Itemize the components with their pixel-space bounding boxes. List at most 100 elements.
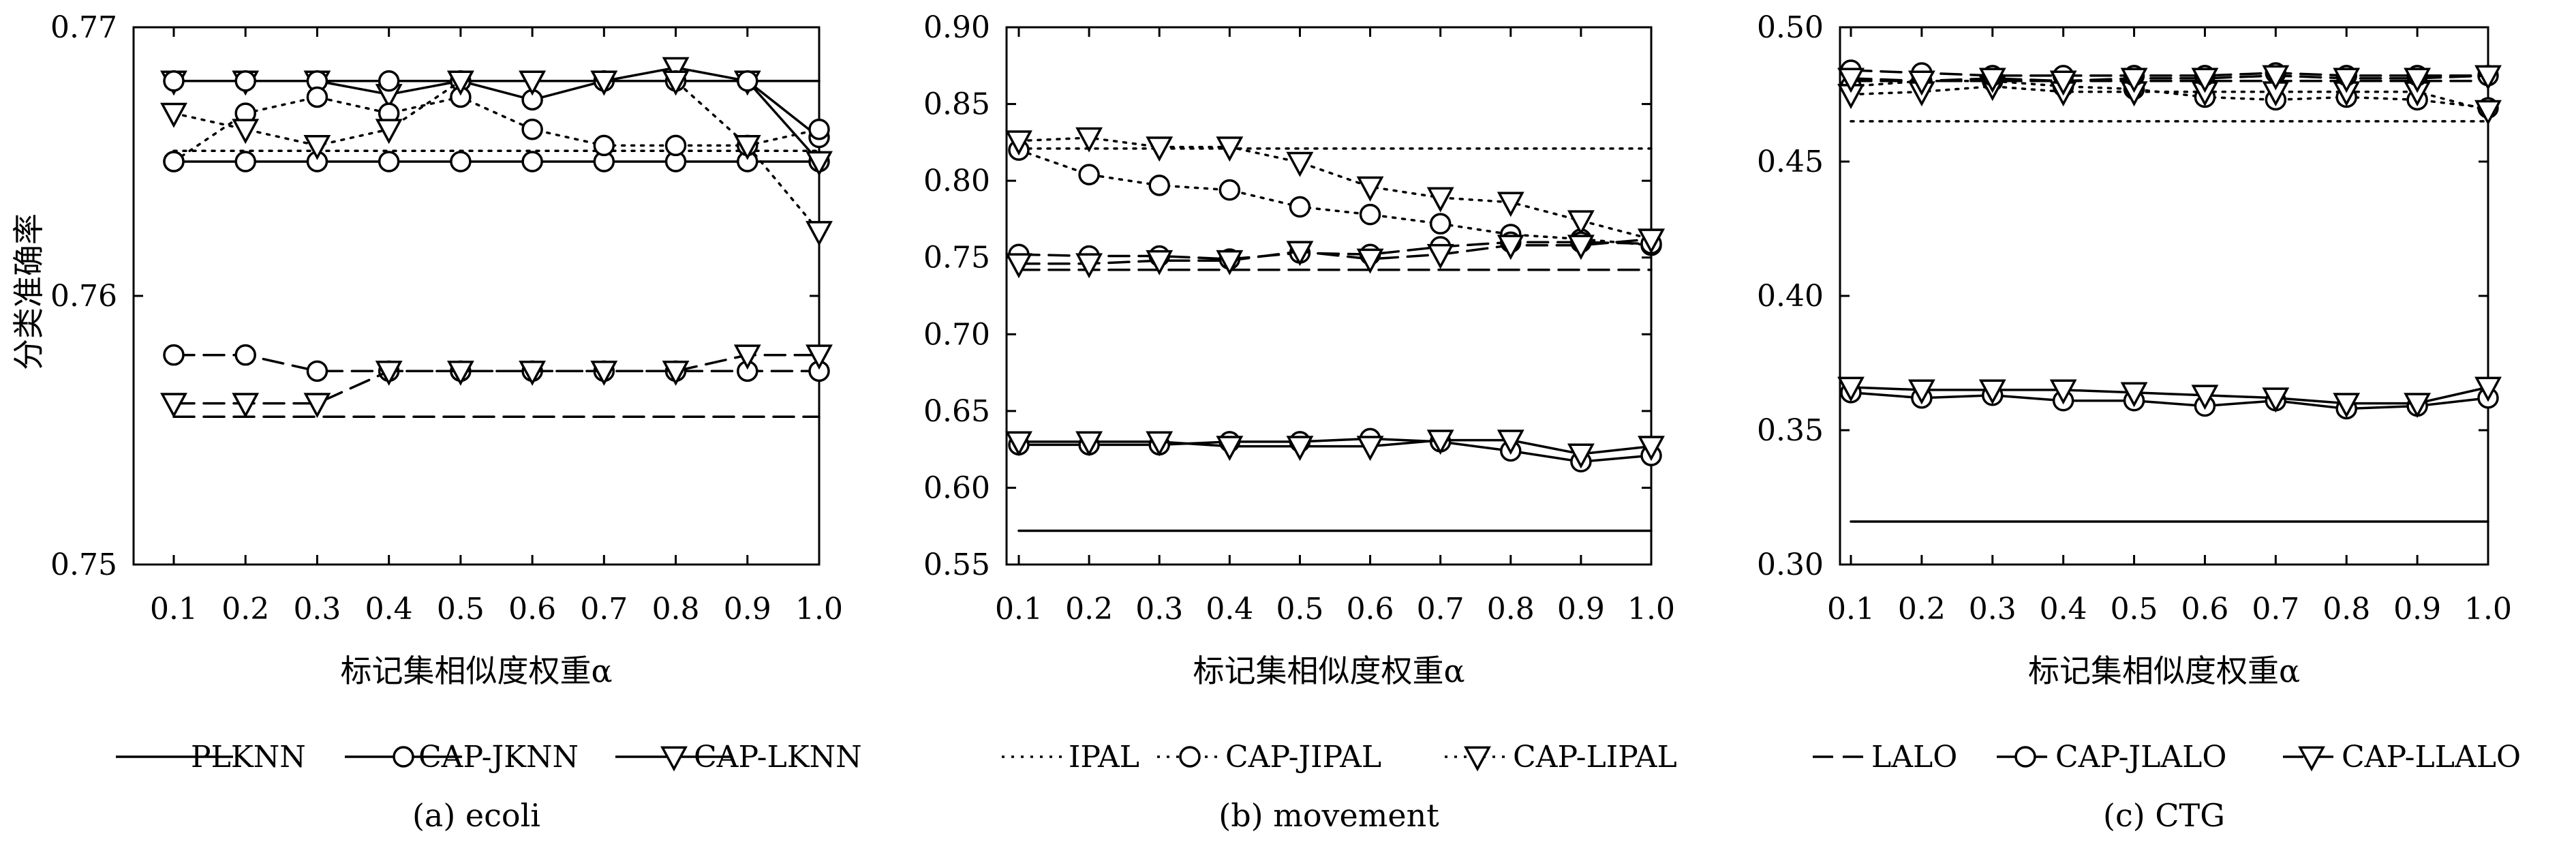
x-tick-label: 0.9 [724,592,771,627]
data-point [1218,179,1241,201]
data-point [234,70,256,92]
data-point [163,151,185,172]
series-cap-jipal [1008,139,1662,256]
legend-label: CAP-JKNN [418,740,579,775]
series-cap-llalo [1837,65,2502,96]
x-tick-label: 1.0 [2464,592,2512,627]
data-point [1837,376,1865,402]
series-line [1017,437,1653,463]
legend-label: PLKNN [191,740,306,775]
x-tick-label: 0.6 [2181,592,2228,627]
x-tick-label: 0.6 [508,592,556,627]
series-line-6 [160,70,833,246]
data-point [1978,379,2006,405]
x-tick-label: 0.5 [437,592,485,627]
series-line [1017,136,1653,241]
data-point [733,135,761,160]
data-point [1426,243,1454,269]
data-point [2404,393,2432,419]
x-tick-label: 0.1 [995,592,1043,627]
x-tick-label: 1.0 [795,592,843,627]
y-tick-label: 0.80 [923,164,990,198]
series-cap-lipal [1005,127,1665,254]
data-point [2262,65,2290,91]
data-point [1286,436,1314,462]
series-cap-lknn [160,57,833,177]
data-point [1497,192,1524,217]
data-point [521,151,543,172]
data-point [1289,196,1311,218]
panel-ecoli: 0.75 0.76 0.77 0.1 0.2 0.3 0.4 0.5 0.6 0.7 0.8 0.9 1… [50,10,862,834]
data-point [1567,235,1595,260]
data-point [662,360,690,386]
y-tick-label: 0.35 [1757,413,1824,448]
series-line-2 [1837,376,2502,419]
plot-frame [1005,26,1653,566]
data-point [733,344,761,370]
data-point [375,360,403,386]
data-point [163,344,185,366]
data-point [1497,430,1524,455]
plot-frame [1839,26,2489,566]
data-point [1005,431,1032,457]
series-line [172,353,821,405]
series-line-5 [1837,76,2502,125]
panel-caption: (b) movement [1218,797,1439,834]
x-tick-label: 0.2 [221,592,269,627]
legend-marker [1179,746,1201,768]
legend-label: LALO [1871,740,1957,775]
data-point [2191,385,2219,410]
data-point [521,118,543,140]
y-axis-label: 分类准确率 [10,213,47,370]
x-tick-label: 0.9 [1557,592,1605,627]
data-point [232,119,260,145]
series-line [1017,241,1653,260]
legend-marker [660,746,688,772]
data-point [303,135,331,160]
x-tick-label: 0.3 [1135,592,1183,627]
data-point [378,151,400,172]
series-line [1017,237,1653,265]
y-tick-label: 0.70 [923,317,990,352]
data-point [1005,253,1032,279]
data-point [2474,100,2502,125]
data-point [1359,203,1381,226]
series-line [172,353,821,373]
y-tick-label: 0.55 [923,547,990,582]
legend-label: CAP-LKNN [694,740,862,775]
data-point [2474,376,2502,402]
series-line [172,80,821,139]
data-point [1429,213,1452,235]
data-point [1567,443,1595,469]
series-line [1850,74,2489,82]
data-point [446,360,474,386]
data-point [1075,431,1103,457]
data-point [806,151,833,177]
data-point [590,360,618,386]
data-point [306,86,328,108]
data-point [2049,70,2077,96]
data-point [1356,176,1384,202]
data-point [1356,436,1384,462]
legend-marker [2298,746,2325,772]
data-point [1078,164,1100,185]
data-point [1907,379,1935,405]
legend-label: CAP-JIPAL [1225,740,1381,775]
data-point [1638,228,1665,254]
data-point [1978,67,2006,93]
data-point [1075,253,1103,279]
data-point [1286,241,1314,267]
series-line [1850,69,2489,77]
series-line [1017,438,1653,455]
y-tick-label: 0.60 [923,470,990,505]
data-point [2333,67,2361,93]
data-point [234,344,256,366]
y-tick-label: 0.90 [923,10,990,45]
legend-marker [2014,746,2036,768]
legend: PLKNN CAP-JKNN CAP-LKNN [116,740,862,775]
x-tick-label: 0.2 [1065,592,1113,627]
series-line-5 [163,86,830,172]
y-tick-label: 0.76 [50,279,117,314]
x-tick-label: 0.4 [365,592,413,627]
